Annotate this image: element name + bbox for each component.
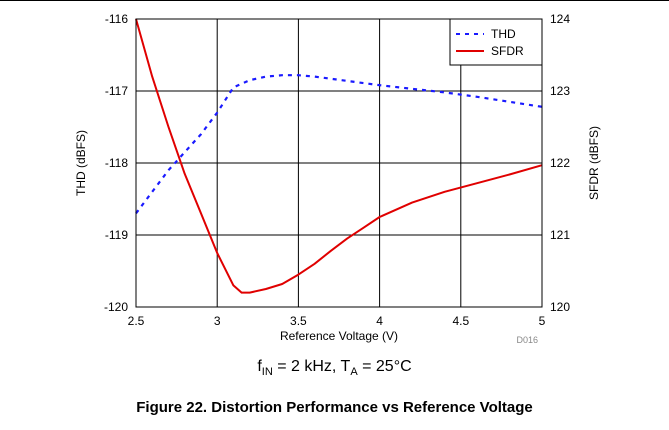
x-tick-label: 2.5 [128, 314, 145, 328]
y-right-tick-label: 121 [550, 228, 570, 242]
condition-t-val: = 25°C [357, 358, 412, 375]
y-right-tick-label: 120 [550, 300, 570, 314]
series-line-thd [135, 74, 543, 215]
condition-f-sub: IN [261, 366, 273, 379]
test-condition: fIN = 2 kHz, TA = 25°C [0, 358, 669, 378]
legend-label-thd: THD [491, 27, 516, 41]
figure-id: D016 [516, 335, 538, 345]
y-left-tick-label: -119 [105, 228, 128, 242]
condition-f-val: = 2 kHz, T [272, 358, 351, 375]
y-left-tick-label: -120 [104, 300, 128, 314]
y-left-tick-labels: -116 -117 -118 -119 -120 [104, 12, 128, 314]
chart: 2.5 3 3.5 4 4.5 5 -116 -117 -118 -119 -120 124 123… [74, 12, 601, 345]
x-tick-labels: 2.5 3 3.5 4 4.5 5 [128, 314, 546, 328]
x-tick-label: 3 [214, 314, 221, 328]
y-left-axis-title: THD (dBFS) [74, 130, 88, 196]
x-tick-label: 3.5 [290, 314, 307, 328]
condition-f: f [257, 358, 262, 375]
legend-box [449, 18, 543, 66]
legend: THD SFDR [449, 18, 543, 66]
top-rule [0, 0, 669, 1]
y-right-tick-label: 124 [550, 12, 570, 26]
y-right-tick-labels: 124 123 122 121 120 [550, 12, 570, 314]
condition-t-sub: A [350, 366, 358, 379]
y-right-axis-title: SFDR (dBFS) [587, 126, 601, 200]
legend-label-sfdr: SFDR [491, 44, 524, 58]
y-right-tick-label: 122 [550, 156, 570, 170]
y-left-tick-label: -116 [105, 12, 128, 26]
x-tick-label: 4.5 [452, 314, 469, 328]
x-axis-title: Reference Voltage (V) [280, 329, 398, 343]
x-tick-label: 4 [376, 314, 383, 328]
y-right-tick-label: 123 [550, 84, 570, 98]
y-left-tick-label: -117 [105, 84, 128, 98]
figure-caption: Figure 22. Distortion Performance vs Ref… [136, 399, 533, 416]
series-lines [135, 18, 543, 294]
x-tick-label: 5 [539, 314, 546, 328]
series-line-sfdr [135, 18, 543, 294]
plot-frame [135, 18, 543, 308]
y-left-tick-label: -118 [105, 156, 128, 170]
